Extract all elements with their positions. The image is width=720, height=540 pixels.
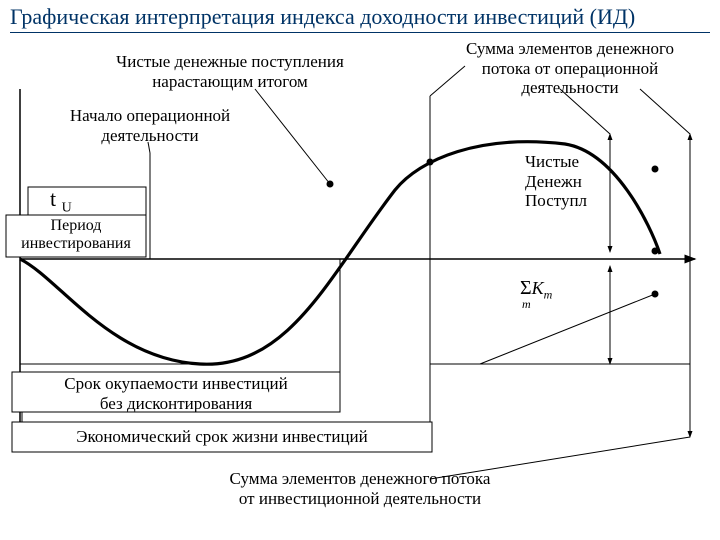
tu-box: [28, 187, 146, 215]
label-econ-life: Экономический срок жизни инвестиций: [18, 427, 426, 447]
diagram-container: Чистые денежные поступлениянарастающим и…: [0, 34, 720, 540]
right-dot-mid: [652, 248, 659, 255]
m-sub-top: m: [544, 288, 553, 302]
label-invest-period: Периодинвестирования: [6, 217, 146, 254]
t-sub: U: [62, 200, 72, 215]
label-tU: t U: [50, 186, 72, 216]
label-net-inflow: ЧистыеДенежнПоступл: [525, 152, 615, 211]
k-symbol: K: [532, 278, 544, 298]
label-op-sum: Сумма элементов денежногопотока от опера…: [440, 39, 700, 98]
label-inv-sum: Сумма элементов денежного потокаот инвес…: [170, 469, 550, 508]
curve-dot-b: [427, 159, 434, 166]
curve-dot-a: [327, 181, 334, 188]
label-sigma-km: ΣKm m: [520, 277, 552, 312]
label-start-op: Начало операционнойдеятельности: [45, 106, 255, 145]
right-dot-top: [652, 166, 659, 173]
netcash-leader: [255, 89, 330, 184]
page-title: Графическая интерпретация индекса доходн…: [10, 4, 710, 33]
label-payback: Срок окупаемости инвестицийбез дисконтир…: [18, 374, 334, 413]
t-symbol: t: [50, 186, 56, 211]
sigma-symbol: Σ: [520, 277, 532, 299]
invsum-leader-a: [480, 294, 655, 364]
label-net-cash: Чистые денежные поступлениянарастающим и…: [80, 52, 380, 91]
